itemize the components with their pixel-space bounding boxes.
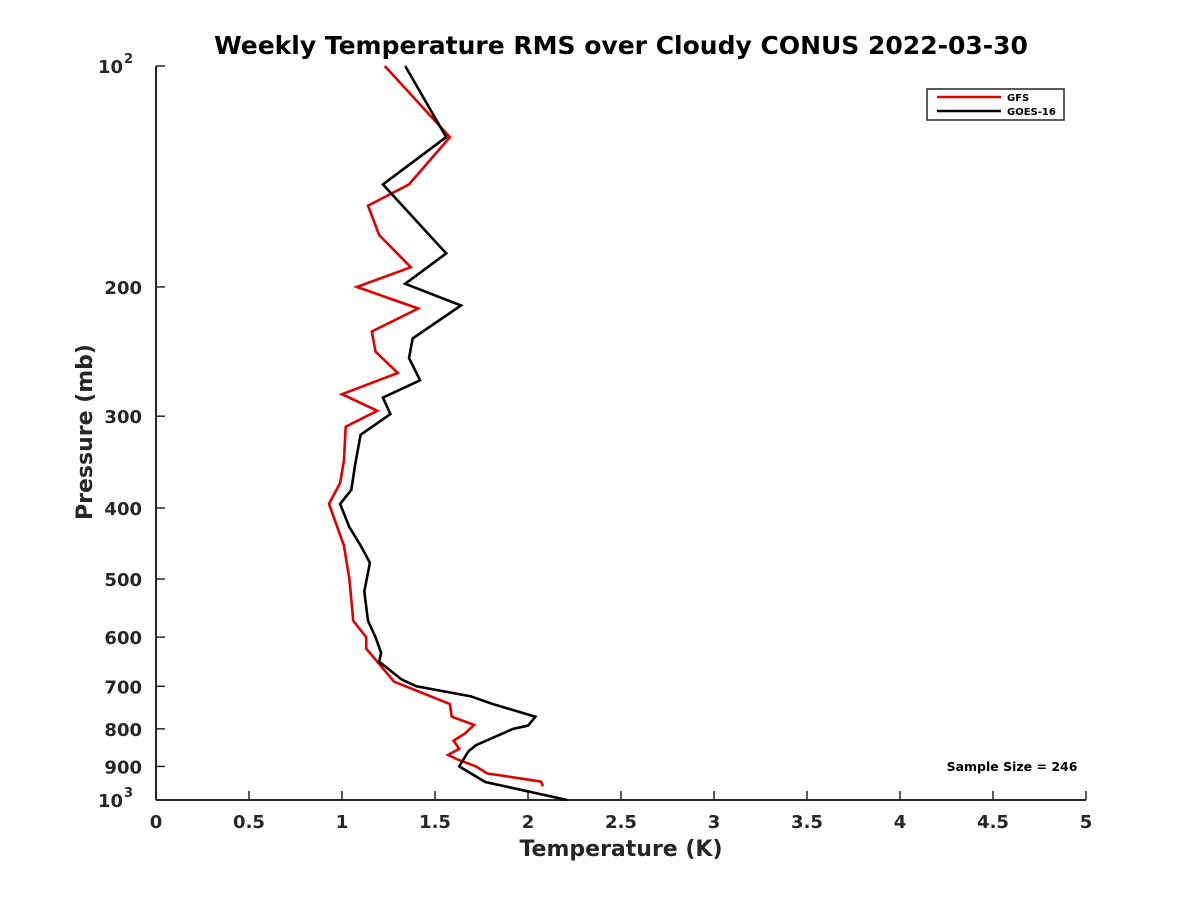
y-tick-label: 900 — [104, 757, 142, 778]
x-tick-label: 3.5 — [791, 812, 823, 833]
x-tick-label: 1.5 — [419, 812, 451, 833]
y-tick-label: 700 — [104, 677, 142, 698]
x-tick-label: 4 — [894, 812, 907, 833]
y-tick-label: 200 — [104, 278, 142, 299]
y-tick-label: 10 — [98, 57, 123, 78]
y-tick-exponent: 2 — [124, 52, 133, 67]
y-tick-label: 800 — [104, 720, 142, 741]
legend: GFS GOES-16 — [926, 88, 1065, 121]
legend-label: GFS — [1007, 93, 1029, 104]
x-tick-label: 2 — [522, 812, 535, 833]
series-line-goes-16 — [338, 65, 568, 802]
sample-size-annotation: Sample Size = 246 — [947, 759, 1078, 774]
x-tick-label: 5 — [1080, 812, 1093, 833]
x-tick-label: 4.5 — [977, 812, 1009, 833]
x-tick-label: 0 — [150, 812, 163, 833]
legend-box — [926, 88, 1065, 121]
y-axis-label: Pressure (mb) — [73, 344, 98, 520]
y-tick-label: 300 — [104, 407, 142, 428]
x-tick-label: 0.5 — [233, 812, 265, 833]
series-layer — [327, 65, 568, 802]
x-tick-label: 2.5 — [605, 812, 637, 833]
x-tick-label: 3 — [708, 812, 721, 833]
y-tick-label: 500 — [104, 570, 142, 591]
y-tick-label: 10 — [98, 791, 123, 812]
x-axis-label: Temperature (K) — [519, 837, 722, 862]
chart-title: Weekly Temperature RMS over Cloudy CONUS… — [214, 31, 1028, 60]
series-line-gfs — [327, 65, 545, 787]
y-tick-label: 600 — [104, 628, 142, 649]
y-tick-exponent: 3 — [124, 786, 133, 801]
legend-label: GOES-16 — [1007, 107, 1056, 118]
y-tick-label: 400 — [104, 499, 142, 520]
x-tick-label: 1 — [336, 812, 349, 833]
axes: 0 0.5 1 1.5 2 2.5 3 3.5 4 4.5 510 22003004005006007… — [98, 52, 1092, 833]
